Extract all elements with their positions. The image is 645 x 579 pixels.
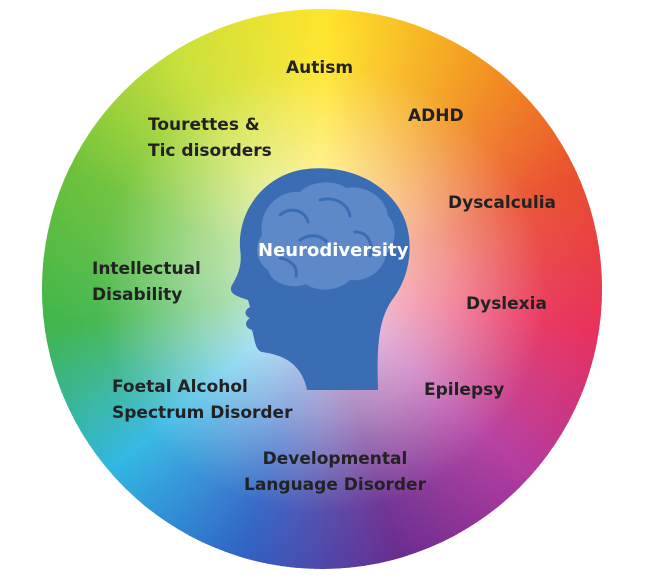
label-tourettes-tic-disorders: Tourettes & Tic disorders [148,115,272,161]
label-developmental-language-disorder: Developmental Language Disorder [244,449,426,495]
label-foetal-alcohol-spectrum-disorder: Foetal Alcohol Spectrum Disorder [112,377,293,423]
center-title: Neurodiversity [258,240,409,261]
label-epilepsy: Epilepsy [424,380,505,400]
label-dyscalculia: Dyscalculia [448,193,556,213]
label-intellectual-disability: Intellectual Disability [92,259,201,305]
label-dyslexia: Dyslexia [466,294,547,314]
brain-icon [257,182,395,290]
label-adhd: ADHD [408,106,464,126]
label-autism: Autism [286,58,354,78]
